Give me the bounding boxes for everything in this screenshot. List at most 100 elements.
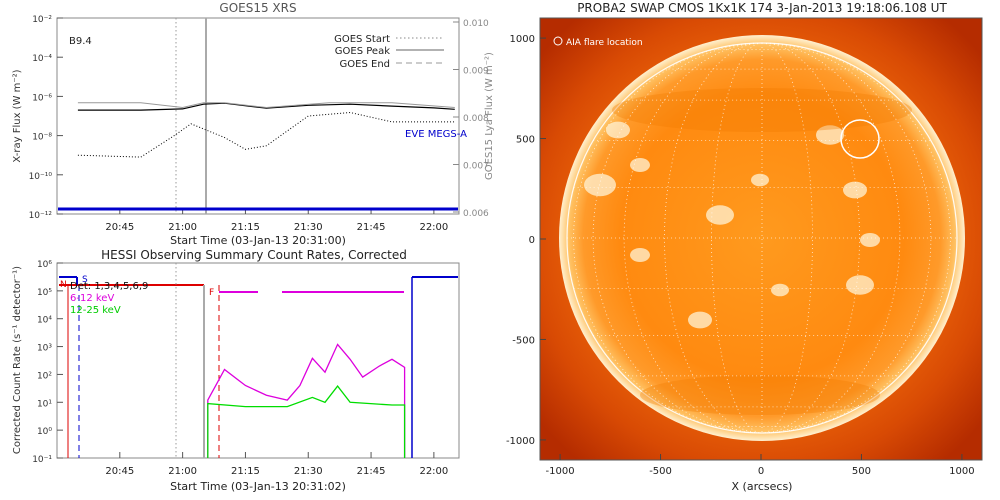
hessi-y-axis: 10⁶ 10⁵ 10⁴ 10³ 10² 10¹ 10⁰ 10⁻¹	[32, 260, 63, 465]
goes-frame	[56, 17, 460, 215]
swap-x-tick-label: -1000	[546, 466, 575, 477]
hessi-band2-label: 12-25 keV	[70, 305, 121, 316]
hessi-title: HESSI Observing Summary Count Rates, Cor…	[101, 248, 407, 262]
hessi-flag-n: N	[60, 280, 67, 290]
active-region	[688, 311, 712, 329]
active-region	[630, 248, 650, 262]
hessi-y-tick-label: 10⁻¹	[32, 455, 52, 465]
goes-left-tick-label: 10⁻⁶	[32, 93, 52, 103]
legend-goes-end: GOES End	[340, 59, 390, 70]
goes-right-tick-label: 0.006	[463, 209, 489, 219]
swap-y-tick-label: 500	[516, 135, 535, 146]
goes-title: GOES15 XRS	[219, 1, 296, 15]
hessi-y-tick-label: 10³	[37, 344, 52, 354]
active-region	[846, 275, 874, 295]
coronal-hole	[612, 88, 912, 132]
goes-xlabel: Start Time (03-Jan-13 20:31:00)	[170, 234, 346, 247]
goes-left-tick-label: 10⁻¹²	[29, 211, 53, 221]
goes-x-tick-label: 21:45	[357, 222, 386, 233]
hessi-flag-f: F	[209, 288, 214, 298]
swap-y-tick-label: -1000	[506, 436, 535, 447]
swap-y-tick-label: 0	[529, 235, 535, 246]
hessi-panel: HESSI Observing Summary Count Rates, Cor…	[12, 248, 460, 493]
active-region	[860, 233, 880, 247]
goes-left-tick-label: 10⁻⁴	[32, 54, 52, 64]
goes-lya-series	[77, 102, 455, 109]
active-region	[606, 121, 630, 139]
swap-x-tick-label: 500	[852, 466, 871, 477]
goes-left-axis: 10⁻² 10⁻⁴ 10⁻⁶ 10⁻⁸ 10⁻¹⁰ 10⁻¹²	[29, 15, 63, 221]
heliographic-grid	[567, 42, 957, 434]
longitude-line	[664, 42, 763, 434]
hessi-x-tick-label: 21:45	[357, 466, 386, 477]
goes-right-tick-label: 0.009	[463, 67, 489, 77]
hessi-y-tick-label: 10⁵	[37, 288, 52, 298]
active-region	[771, 283, 789, 297]
goes-long-series	[77, 102, 455, 111]
hessi-band1-label: 6-12 keV	[70, 293, 114, 304]
hessi-ylabel: Corrected Count Rate (s⁻¹ detector⁻¹)	[12, 266, 23, 454]
hessi-x-tick-label: 22:00	[419, 466, 448, 477]
goes-short-series	[77, 111, 455, 158]
hessi-y-tick-label: 10⁴	[37, 316, 52, 326]
goes-x-tick-label: 21:30	[294, 222, 323, 233]
swap-title: PROBA2 SWAP CMOS 1Kx1K 174 3-Jan-2013 19…	[577, 1, 947, 15]
swap-panel: PROBA2 SWAP CMOS 1Kx1K 174 3-Jan-2013 19…	[506, 1, 983, 493]
active-region	[584, 173, 616, 197]
swap-x-tick-label: -500	[649, 466, 672, 477]
goes-x-tick-label: 20:45	[105, 222, 134, 233]
active-region	[630, 158, 650, 172]
goes-ylabel-left: X-ray Flux (W m⁻²)	[12, 69, 23, 162]
goes-panel: GOES15 XRS 10⁻² 10⁻⁴ 10⁻⁶ 10⁻⁸ 10⁻¹⁰ 10⁻¹² 0.…	[12, 1, 495, 247]
hessi-y-tick-label: 10¹	[37, 399, 52, 409]
hessi-x-tick-label: 20:45	[105, 466, 134, 477]
goes-x-tick-label: 21:15	[231, 222, 260, 233]
active-region	[816, 125, 844, 145]
goes-ylabel-right: GOES15 Lya Flux (W m⁻²)	[484, 52, 495, 180]
hessi-6-12kev-series	[207, 343, 406, 458]
sun-disk	[559, 35, 965, 441]
active-region	[706, 205, 734, 225]
active-region	[751, 173, 769, 187]
aia-legend-label: AIA flare location	[566, 38, 643, 48]
aia-legend-circle-icon	[553, 36, 563, 46]
goes-x-axis: 20:45 21:00 21:15 21:30 21:45 22:00	[105, 208, 448, 233]
swap-xlabel: X (arcsecs)	[732, 480, 793, 493]
goes-right-tick-label: 0.010	[463, 19, 489, 29]
hessi-flag-s: S	[82, 275, 88, 285]
legend-goes-peak: GOES Peak	[335, 46, 390, 57]
longitude-line	[761, 42, 860, 434]
hessi-y-tick-label: 10⁰	[37, 427, 52, 437]
goes-right-tick-label: 0.008	[463, 114, 489, 124]
hessi-detectors: Det: 1,3,4,5,6,9	[70, 281, 148, 292]
hessi-y-tick-label: 10⁶	[37, 260, 52, 270]
goes-x-tick-label: 22:00	[419, 222, 448, 233]
swap-y-tick-label: 1000	[510, 34, 535, 45]
goes-x-tick-label: 21:00	[168, 222, 197, 233]
swap-x-tick-label: 1000	[949, 466, 974, 477]
goes-left-tick-label: 10⁻⁸	[32, 133, 52, 143]
swap-y-tick-label: -500	[512, 335, 535, 346]
swap-x-tick-label: 0	[758, 466, 764, 477]
coronal-hole	[640, 375, 880, 415]
eve-label: EVE MEGS-A	[405, 129, 467, 140]
legend-goes-start: GOES Start	[334, 34, 390, 45]
hessi-x-tick-label: 21:15	[231, 466, 260, 477]
swap-y-axis: 1000 500 0 -500 -1000	[506, 34, 546, 447]
hessi-x-tick-label: 21:30	[294, 466, 323, 477]
hessi-12-25kev-series	[207, 385, 406, 458]
hessi-y-tick-label: 10²	[37, 371, 52, 381]
aia-flare-location-circle	[840, 119, 880, 159]
sun-active-regions	[584, 88, 912, 415]
hessi-frame	[56, 262, 460, 459]
goes-left-tick-label: 10⁻¹⁰	[29, 172, 53, 182]
hessi-x-axis: 20:45 21:00 21:15 21:30 21:45 22:00	[105, 452, 448, 477]
goes-class-label: B9.4	[69, 36, 92, 47]
active-region	[843, 181, 867, 199]
hessi-x-tick-label: 21:00	[168, 466, 197, 477]
hessi-xlabel: Start Time (03-Jan-13 20:31:02)	[170, 480, 346, 493]
swap-x-axis: -1000 -500 0 500 1000	[546, 454, 975, 477]
goes-left-tick-label: 10⁻²	[32, 15, 52, 25]
goes-right-tick-label: 0.007	[463, 162, 489, 172]
